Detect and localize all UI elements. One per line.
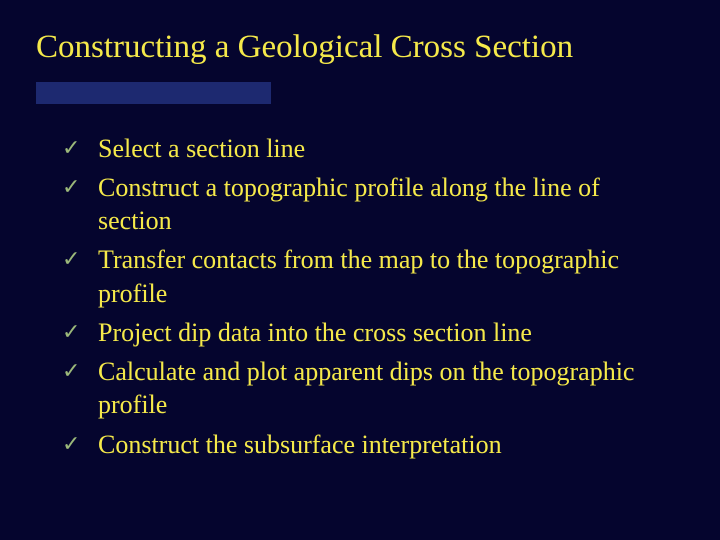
bullet-item: ✓Transfer contacts from the map to the t… [98,243,684,310]
check-icon: ✓ [62,245,80,273]
check-icon: ✓ [62,134,80,162]
bullet-text: Construct the subsurface interpretation [98,430,502,459]
check-icon: ✓ [62,318,80,346]
accent-bar [36,82,271,104]
bullet-list: ✓Select a section line✓Construct a topog… [36,132,684,461]
bullet-text: Transfer contacts from the map to the to… [98,245,619,307]
slide-container: Constructing a Geological Cross Section … [0,0,720,540]
bullet-item: ✓Select a section line [98,132,684,165]
bullet-item: ✓Calculate and plot apparent dips on the… [98,355,684,422]
check-icon: ✓ [62,173,80,201]
bullet-item: ✓Construct the subsurface interpretation [98,428,684,461]
bullet-text: Construct a topographic profile along th… [98,173,600,235]
bullet-text: Select a section line [98,134,305,163]
bullet-text: Project dip data into the cross section … [98,318,532,347]
check-icon: ✓ [62,357,80,385]
bullet-item: ✓Project dip data into the cross section… [98,316,684,349]
slide-title: Constructing a Geological Cross Section [36,28,684,68]
check-icon: ✓ [62,430,80,458]
bullet-item: ✓Construct a topographic profile along t… [98,171,684,238]
bullet-text: Calculate and plot apparent dips on the … [98,357,634,419]
